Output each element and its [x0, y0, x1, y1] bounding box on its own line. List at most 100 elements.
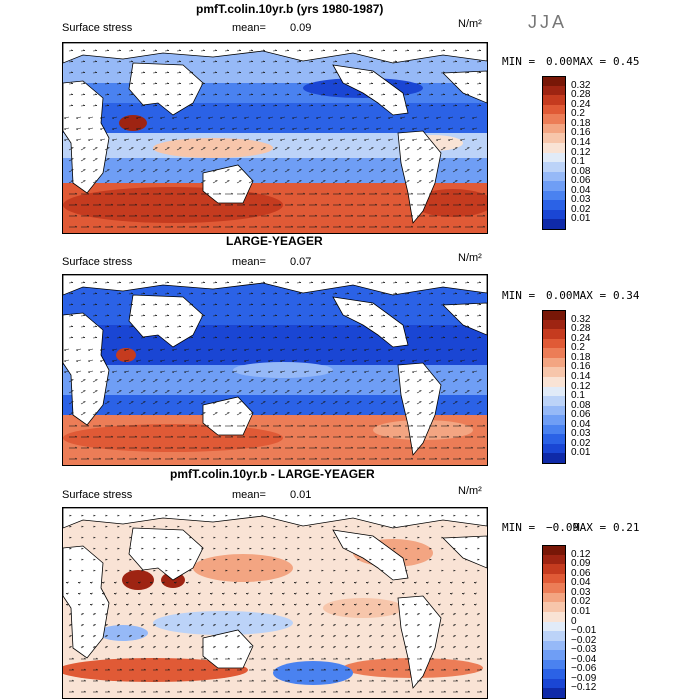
stress-arrow-head	[443, 281, 446, 283]
stress-arrow-head	[93, 525, 96, 528]
stress-arrow	[164, 169, 170, 173]
panel3-min-value: −0.09	[546, 521, 580, 534]
panel2-colorbar: 0.32 0.28 0.24 0.2 0.18 0.16 0.14 0.12 0.1 0.08 0.…	[542, 310, 622, 464]
stress-arrow-head	[99, 435, 102, 438]
stress-arrow-head	[244, 360, 247, 362]
stress-arrow-head	[256, 349, 259, 351]
stress-arrow-head	[431, 281, 434, 283]
stress-arrow-head	[71, 71, 74, 73]
stress-arrow-head	[411, 457, 414, 460]
stress-arrow-head	[143, 104, 146, 106]
stress-arrow-head	[261, 525, 264, 528]
stress-arrow-head	[179, 71, 182, 73]
stress-arrow-head	[279, 192, 282, 195]
stress-arrow	[196, 348, 202, 351]
stress-arrow-head	[321, 536, 324, 539]
stress-arrow-head	[279, 435, 282, 438]
stress-arrow-head	[375, 424, 378, 427]
stress-arrow-head	[359, 314, 362, 316]
stress-arrow-head	[453, 547, 456, 550]
stress-arrow	[356, 390, 362, 394]
stress-arrow-head	[455, 93, 458, 95]
stress-arrow	[188, 412, 194, 416]
stress-arrow	[364, 359, 370, 362]
stress-arrow-head	[477, 536, 480, 539]
stress-arrow-head	[447, 192, 450, 195]
stress-arrow-head	[347, 82, 350, 84]
stress-arrow-head	[435, 435, 438, 438]
stress-arrow-head	[309, 514, 312, 517]
stress-arrow	[80, 147, 86, 151]
stress-arrow-head	[285, 514, 288, 517]
stress-arrow-head	[107, 93, 110, 95]
stress-arrow-head	[159, 424, 162, 427]
stress-arrow-head	[383, 82, 386, 84]
stress-arrow-head	[231, 457, 234, 460]
stress-arrow	[404, 169, 410, 173]
stress-arrow-head	[467, 325, 470, 327]
stress-arrow-head	[419, 292, 422, 294]
stress-arrow-head	[245, 593, 249, 595]
colorbar-swatch	[542, 386, 566, 397]
stress-arrow	[236, 401, 242, 405]
stress-arrow-head	[401, 582, 405, 584]
stress-arrow	[116, 169, 122, 173]
stress-arrow-head	[321, 569, 324, 572]
colorbar-tick-label: 0.32	[571, 313, 591, 325]
stress-arrow	[284, 390, 290, 394]
stress-arrow-head	[105, 525, 108, 528]
stress-arrow	[304, 138, 310, 141]
stress-arrow-head	[231, 214, 234, 217]
stress-arrow-head	[443, 82, 446, 84]
stress-arrow-head	[119, 104, 122, 106]
colorbar-tick-label: 0.18	[571, 117, 591, 129]
stress-arrow-head	[136, 360, 139, 362]
stress-arrow-head	[263, 71, 266, 73]
stress-arrow-head	[251, 325, 254, 327]
stress-arrow-head	[388, 371, 391, 373]
stress-arrow-head	[436, 360, 439, 362]
stress-arrow-head	[335, 657, 338, 660]
stress-arrow-head	[423, 214, 426, 217]
stress-arrow	[332, 180, 338, 184]
stress-arrow-head	[99, 214, 102, 217]
stress-arrow-head	[455, 281, 458, 283]
stress-arrow-head	[227, 292, 230, 294]
stress-arrow-head	[376, 360, 379, 362]
colorbar-tick-label: 0.04	[571, 577, 591, 589]
stress-arrow-head	[304, 360, 307, 362]
stress-arrow	[328, 348, 334, 351]
stress-arrow-head	[99, 203, 102, 206]
stress-arrow-head	[377, 582, 381, 584]
stress-arrow-head	[483, 225, 486, 228]
colorbar-tick-label: −0.12	[571, 682, 597, 694]
stress-arrow-head	[419, 104, 422, 106]
stress-arrow	[400, 138, 406, 141]
stress-arrow-head	[207, 435, 210, 438]
stress-arrow	[164, 401, 170, 405]
stress-arrow-head	[155, 303, 158, 305]
stress-arrow-head	[129, 536, 132, 539]
stress-arrow	[436, 370, 442, 373]
stress-arrow-head	[143, 49, 146, 51]
stress-arrow-head	[141, 558, 144, 561]
stress-arrow-head	[93, 558, 96, 561]
stress-arrow-head	[460, 360, 463, 362]
stress-arrow	[460, 348, 466, 351]
stress-arrow	[460, 359, 466, 362]
stress-arrow-head	[93, 536, 96, 539]
stress-arrow-head	[237, 525, 240, 528]
stress-arrow-head	[303, 225, 306, 228]
stress-arrow-head	[345, 569, 348, 572]
stress-arrow	[200, 147, 206, 151]
stress-arrow-head	[143, 668, 146, 671]
colorbar-swatch	[542, 123, 566, 134]
stress-arrow-head	[100, 117, 103, 119]
stress-arrow-head	[189, 536, 192, 539]
colorbar-tick-label: 0.02	[571, 203, 591, 215]
stress-arrow-head	[245, 604, 249, 606]
colorbar-swatch	[542, 338, 566, 349]
stress-arrow-head	[299, 336, 302, 338]
stress-arrow-head	[363, 214, 366, 217]
colorbar-tick-label: 0.02	[571, 596, 591, 608]
